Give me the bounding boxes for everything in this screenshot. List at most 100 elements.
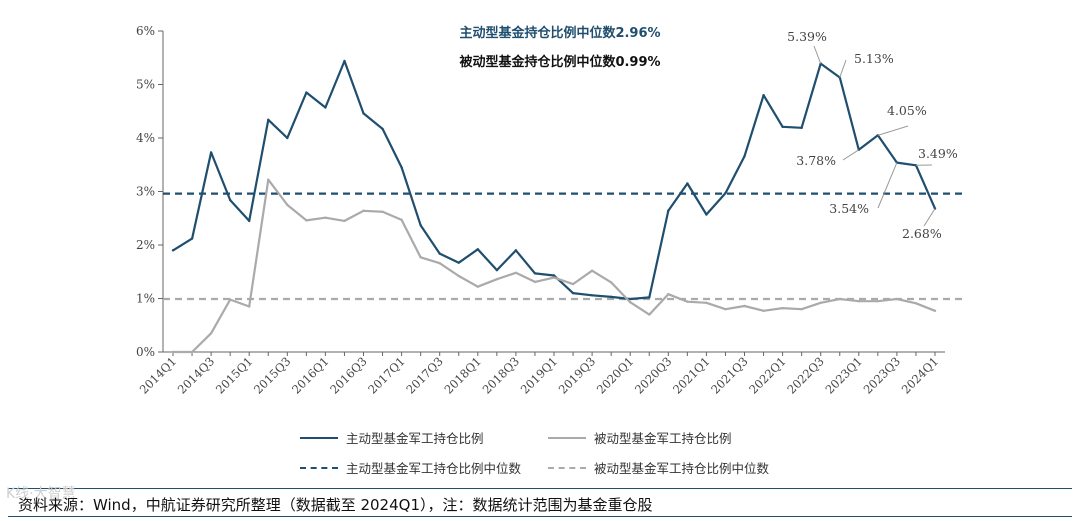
annotation-leader bbox=[877, 162, 898, 209]
data-point bbox=[171, 350, 175, 354]
x-tick-label: 2019Q3 bbox=[556, 354, 598, 396]
data-point bbox=[343, 219, 346, 223]
data-point bbox=[629, 297, 632, 301]
data-point bbox=[362, 112, 365, 115]
data-point bbox=[476, 248, 479, 251]
data-point bbox=[343, 59, 346, 63]
annotation-leader bbox=[842, 149, 860, 161]
data-point bbox=[228, 298, 232, 301]
data-point bbox=[495, 268, 499, 272]
y-tick-label: 0% bbox=[136, 345, 155, 359]
annotation-value: 3.49% bbox=[918, 146, 958, 161]
data-point bbox=[876, 299, 880, 303]
y-tick-label: 3% bbox=[136, 185, 155, 199]
data-point bbox=[781, 306, 784, 310]
y-tick-label: 6% bbox=[136, 24, 155, 38]
data-point bbox=[762, 94, 765, 97]
legend-item-active-median: 主动型基金军工持仓比例中位数 bbox=[300, 458, 521, 477]
x-tick-label: 2024Q1 bbox=[899, 354, 941, 396]
data-point bbox=[609, 295, 613, 299]
data-point bbox=[267, 118, 270, 122]
x-tick-label: 2014Q1 bbox=[137, 354, 179, 396]
legend-label: 主动型基金军工持仓比例 bbox=[346, 431, 484, 446]
data-point bbox=[267, 178, 270, 181]
series-line-0 bbox=[172, 59, 937, 301]
data-point bbox=[667, 209, 670, 212]
data-point bbox=[933, 309, 937, 313]
x-tick-label: 2015Q3 bbox=[251, 354, 293, 396]
legend-item-active: 主动型基金军工持仓比例 bbox=[300, 428, 484, 447]
x-tick-label: 2018Q3 bbox=[480, 354, 522, 396]
data-point bbox=[629, 301, 632, 304]
data-point bbox=[705, 213, 708, 216]
x-tick-label: 2018Q1 bbox=[441, 354, 483, 396]
x-tick-label: 2021Q1 bbox=[670, 354, 712, 396]
data-point bbox=[305, 219, 308, 222]
data-point bbox=[419, 224, 422, 227]
median-note-passive: 被动型基金持仓比例中位数0.99% bbox=[458, 54, 660, 70]
x-tick-label: 2020Q1 bbox=[594, 354, 636, 396]
data-point bbox=[800, 126, 803, 130]
annotation-value: 5.39% bbox=[787, 29, 827, 44]
data-point bbox=[171, 249, 175, 252]
legend-item-passive: 被动型基金军工持仓比例 bbox=[548, 428, 732, 447]
data-point bbox=[324, 106, 327, 109]
data-point bbox=[590, 269, 594, 272]
annotation-leader bbox=[877, 125, 909, 136]
legend-swatch bbox=[548, 436, 586, 439]
x-tick-label: 2017Q1 bbox=[365, 354, 407, 396]
source-note: 资料来源：Wind，中航证券研究所整理（数据截至 2024Q1），注：数据统计范… bbox=[18, 496, 653, 514]
data-point bbox=[743, 304, 746, 308]
line-chart: 0%1%2%3%4%5%6%2014Q12014Q32015Q12015Q320… bbox=[136, 24, 965, 397]
data-point bbox=[686, 182, 689, 185]
x-tick-label: 2015Q1 bbox=[213, 354, 255, 396]
x-tick-label: 2016Q1 bbox=[289, 354, 331, 396]
divider-bottom bbox=[8, 516, 1072, 517]
annotation-leader bbox=[839, 59, 847, 78]
data-point bbox=[190, 350, 194, 354]
data-point bbox=[495, 278, 499, 281]
data-point bbox=[609, 281, 613, 284]
annotation-value: 3.78% bbox=[796, 153, 836, 168]
data-point bbox=[800, 308, 803, 311]
data-point bbox=[457, 261, 460, 264]
data-point bbox=[914, 302, 918, 305]
data-point bbox=[228, 198, 232, 202]
data-point bbox=[552, 276, 556, 279]
x-tick-label: 2014Q3 bbox=[175, 354, 217, 396]
y-tick-label: 2% bbox=[136, 238, 155, 252]
x-tick-label: 2023Q3 bbox=[861, 354, 903, 396]
data-point bbox=[248, 219, 251, 223]
x-tick-label: 2019Q1 bbox=[518, 354, 560, 396]
data-point bbox=[209, 151, 213, 154]
annotation-leader bbox=[813, 45, 822, 64]
data-point bbox=[686, 300, 689, 303]
data-point bbox=[762, 309, 765, 313]
annotation-value: 4.05% bbox=[887, 103, 927, 118]
data-point bbox=[438, 252, 441, 255]
data-point bbox=[571, 291, 575, 295]
data-point bbox=[857, 299, 860, 303]
x-tick-label: 2021Q3 bbox=[708, 354, 750, 396]
data-point bbox=[705, 301, 708, 304]
data-point bbox=[533, 280, 537, 284]
data-point bbox=[324, 216, 327, 219]
data-point bbox=[209, 332, 213, 335]
series-lines bbox=[171, 59, 937, 354]
data-point bbox=[743, 154, 746, 158]
x-tick-label: 2022Q1 bbox=[746, 354, 788, 396]
data-point bbox=[838, 297, 841, 301]
data-point bbox=[648, 296, 651, 299]
annotation-value: 3.54% bbox=[829, 201, 869, 216]
y-tick-label: 5% bbox=[136, 78, 155, 92]
legend-label: 主动型基金军工持仓比例中位数 bbox=[346, 461, 522, 476]
legend-item-passive-median: 被动型基金军工持仓比例中位数 bbox=[548, 458, 769, 477]
legend-swatch bbox=[300, 436, 338, 439]
data-point bbox=[419, 256, 422, 259]
data-point bbox=[286, 136, 289, 140]
data-point bbox=[286, 203, 289, 207]
watermark: K线·大智慧 bbox=[6, 486, 76, 502]
legend-label: 被动型基金军工持仓比例 bbox=[594, 431, 732, 446]
annotation-leader bbox=[923, 208, 936, 227]
y-tick-label: 1% bbox=[136, 292, 155, 306]
